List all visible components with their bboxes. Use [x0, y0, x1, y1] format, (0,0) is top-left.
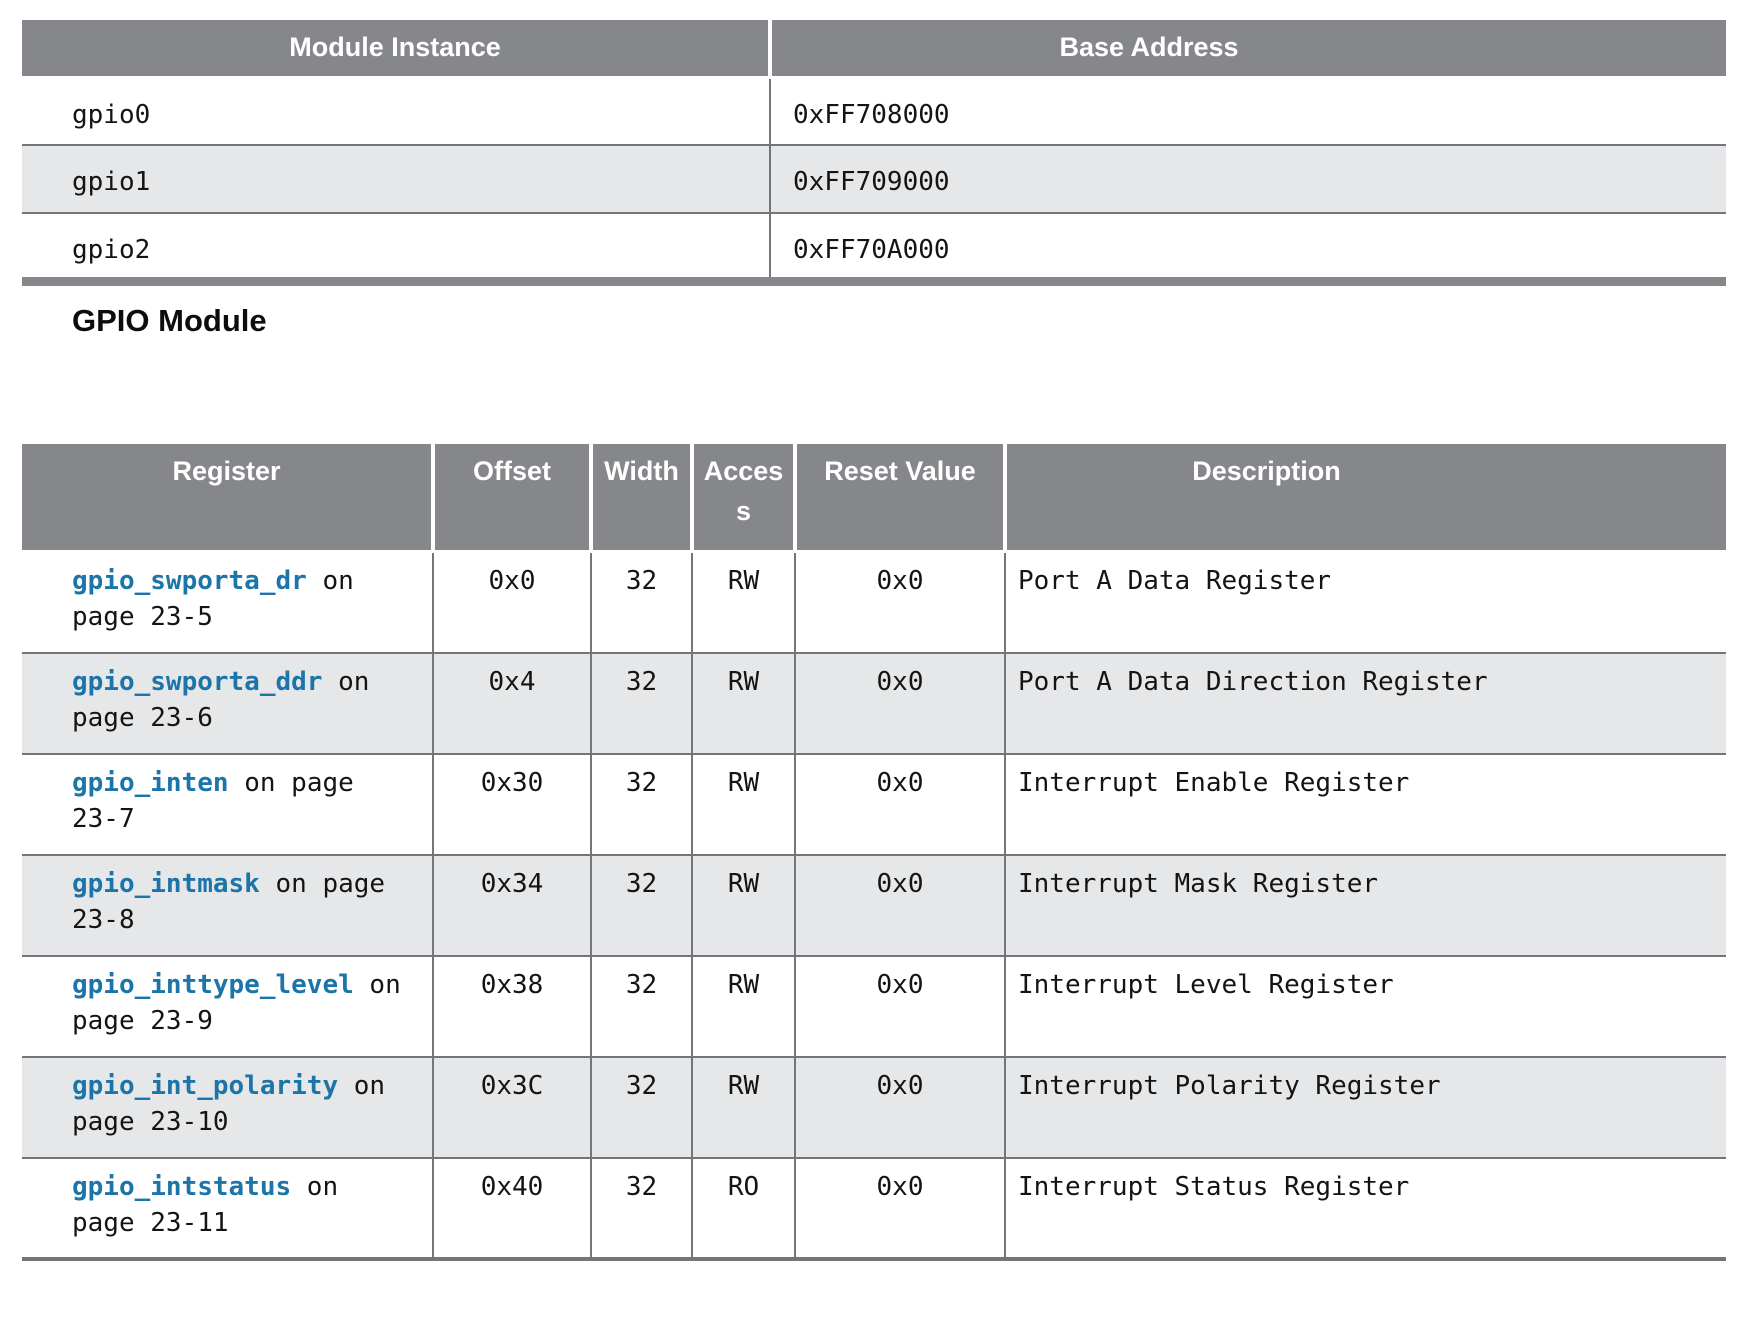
base-address-cell: 0xFF708000 [793, 99, 950, 130]
register-cell: gpio_swporta_dr on page 23-5 [22, 551, 434, 653]
reset-value-cell: 0x0 [795, 752, 1006, 855]
table-row-gpio1: gpio1 0xFF709000 [22, 144, 1726, 213]
register-row-gpio-swporta-ddr: gpio_swporta_ddr on page 23-6 0x4 32 RW … [22, 651, 1726, 754]
description-cell: Port A Data Register [1018, 566, 1332, 596]
reset-value-cell: 0x0 [795, 551, 1006, 653]
register-row-gpio-int-polarity: gpio_int_polarity on page 23-10 0x3C 32 … [22, 1055, 1726, 1158]
section-heading: GPIO Module [72, 302, 267, 338]
reset-value-cell: 0x0 [795, 954, 1006, 1057]
register-link[interactable]: gpio_inttype_level [72, 969, 354, 1000]
register-cell: gpio_inttype_level on page 23-9 [22, 954, 434, 1057]
register-suffix: on page 23-7 [72, 767, 354, 834]
table-row-gpio2: gpio2 0xFF70A000 [22, 212, 1726, 281]
register-link[interactable]: gpio_intmask [72, 868, 260, 899]
register-suffix: on page 23-10 [72, 1070, 386, 1137]
register-cell: gpio_intmask on page 23-8 [22, 853, 434, 956]
access-cell: RW [692, 954, 796, 1057]
description-cell: Interrupt Level Register [1005, 954, 1726, 1057]
col-header-description: Description [1005, 443, 1726, 553]
register-link[interactable]: gpio_inten [72, 767, 229, 798]
register-cell: gpio_swporta_ddr on page 23-6 [22, 651, 434, 754]
width-cell: 32 [591, 853, 693, 956]
register-suffix: on page 23-5 [72, 566, 354, 632]
register-suffix: on page 23-6 [72, 666, 370, 733]
register-link[interactable]: gpio_intstatus [72, 1171, 292, 1202]
register-row-gpio-inten: gpio_inten on page 23-7 0x30 32 RW 0x0 I… [22, 752, 1726, 855]
description-cell: Interrupt Enable Register [1005, 752, 1726, 855]
gpio-register-table: Register Offset Width Acces s Reset Valu… [22, 443, 1726, 1261]
col-header-access: Acces s [692, 443, 797, 553]
register-cell: gpio_int_polarity on page 23-10 [22, 1055, 434, 1158]
base-address-cell: 0xFF709000 [770, 144, 1726, 213]
description-cell: Interrupt Status Register [1005, 1156, 1726, 1259]
table-row-gpio0: gpio0 0xFF708000 [22, 77, 1726, 145]
offset-cell: 0x4 [433, 651, 592, 754]
access-cell: RW [692, 853, 796, 956]
module-instance-cell: gpio2 [22, 212, 771, 281]
module-instance-cell: gpio0 [22, 77, 771, 145]
register-suffix: on page 23-9 [72, 969, 401, 1036]
reset-value-cell: 0x0 [795, 1055, 1006, 1158]
offset-cell: 0x3C [433, 1055, 592, 1158]
register-suffix: on page 23-8 [72, 868, 386, 935]
document-page: Module Instance Base Address gpio0 0xFF7… [0, 20, 1750, 1261]
register-table-header-row: Register Offset Width Acces s Reset Valu… [22, 443, 1726, 553]
offset-cell: 0x30 [433, 752, 592, 855]
width-cell: 32 [591, 1156, 693, 1259]
access-cell: RW [692, 1055, 796, 1158]
col-header-module-instance: Module Instance [22, 20, 772, 79]
width-cell: 32 [591, 954, 693, 1057]
description-cell: Port A Data Direction Register [1005, 651, 1726, 754]
col-header-base-address: Base Address [770, 20, 1726, 79]
register-row-gpio-intmask: gpio_intmask on page 23-8 0x34 32 RW 0x0… [22, 853, 1726, 956]
register-link[interactable]: gpio_swporta_ddr [72, 666, 323, 697]
reset-value-cell: 0x0 [795, 853, 1006, 956]
reset-value-cell: 0x0 [795, 1156, 1006, 1259]
access-cell: RO [692, 1156, 796, 1259]
col-header-register: Register [22, 443, 435, 553]
module-instance-table: Module Instance Base Address gpio0 0xFF7… [22, 20, 1726, 286]
access-cell: RW [692, 551, 796, 653]
register-row-gpio-inttype-level: gpio_inttype_level on page 23-9 0x38 32 … [22, 954, 1726, 1057]
offset-cell: 0x40 [433, 1156, 592, 1259]
register-link[interactable]: gpio_int_polarity [72, 1070, 339, 1101]
description-cell: Interrupt Mask Register [1005, 853, 1726, 956]
offset-cell: 0x38 [433, 954, 592, 1057]
offset-cell: 0x0 [433, 551, 592, 653]
width-cell: 32 [591, 752, 693, 855]
register-cell: gpio_inten on page 23-7 [22, 752, 434, 855]
description-cell: Interrupt Polarity Register [1005, 1055, 1726, 1158]
module-instance-cell: gpio1 [22, 144, 771, 213]
base-address-cell: 0xFF70A000 [770, 212, 1726, 281]
width-cell: 32 [591, 551, 693, 653]
access-cell: RW [692, 651, 796, 754]
col-header-width: Width [591, 443, 694, 553]
width-cell: 32 [591, 651, 693, 754]
reset-value-cell: 0x0 [795, 651, 1006, 754]
access-cell: RW [692, 752, 796, 855]
instance-table-header-row: Module Instance Base Address [22, 20, 1726, 79]
width-cell: 32 [591, 1055, 693, 1158]
col-header-reset-value: Reset Value [795, 443, 1007, 553]
register-row-gpio-swporta-dr: gpio_swporta_dr on page 23-5 0x0 32 RW 0… [22, 551, 1726, 653]
register-suffix: on page 23-11 [72, 1171, 339, 1238]
register-cell: gpio_intstatus on page 23-11 [22, 1156, 434, 1259]
register-link[interactable]: gpio_swporta_dr [72, 566, 307, 596]
offset-cell: 0x34 [433, 853, 592, 956]
register-row-gpio-intstatus: gpio_intstatus on page 23-11 0x40 32 RO … [22, 1156, 1726, 1259]
col-header-offset: Offset [433, 443, 593, 553]
